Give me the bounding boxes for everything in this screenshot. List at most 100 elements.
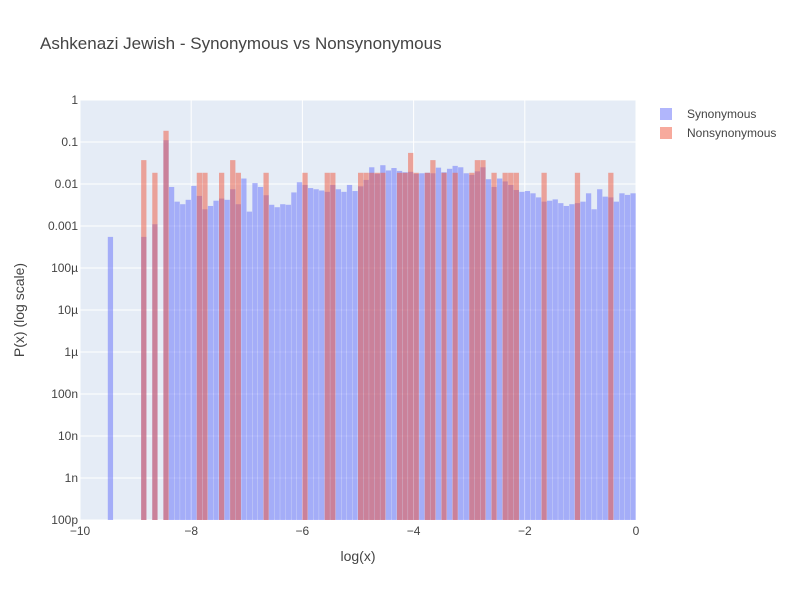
bar xyxy=(413,172,419,520)
y-tick-label: 10µ xyxy=(58,303,78,317)
legend-label: Nonsynonymous xyxy=(687,126,776,140)
bar xyxy=(180,204,186,520)
y-tick-label: 10n xyxy=(58,429,78,443)
bar xyxy=(580,201,586,520)
bar xyxy=(269,204,275,521)
bar xyxy=(502,172,508,520)
bar xyxy=(246,211,253,521)
x-tick-label: −4 xyxy=(407,524,421,538)
x-axis-label: log(x) xyxy=(340,548,376,564)
bar xyxy=(619,193,625,521)
bar xyxy=(424,172,430,520)
series-nonsynonymous xyxy=(141,130,614,520)
bar xyxy=(558,203,564,520)
legend-item-synonymous[interactable]: Synonymous xyxy=(660,107,756,121)
bar xyxy=(241,178,247,520)
bar xyxy=(624,194,631,520)
bar xyxy=(324,172,330,520)
bar xyxy=(547,200,553,520)
x-tick-label: −8 xyxy=(184,524,198,538)
y-tick-label: 0.1 xyxy=(61,135,78,149)
bar xyxy=(585,193,592,521)
bar xyxy=(452,172,458,520)
y-tick-label: 100µ xyxy=(51,261,78,275)
bar xyxy=(391,168,397,520)
bar xyxy=(402,172,408,520)
x-tick-label: −2 xyxy=(518,524,532,538)
bar xyxy=(307,188,314,520)
bar xyxy=(274,207,280,520)
bar xyxy=(358,172,364,520)
bar xyxy=(408,152,414,520)
bar xyxy=(335,189,342,520)
bar xyxy=(385,170,392,520)
bars-layer xyxy=(107,130,636,521)
y-tick-label: 100n xyxy=(51,387,78,401)
bar xyxy=(541,172,547,520)
bar xyxy=(508,172,514,520)
y-tick-label: 1n xyxy=(65,471,78,485)
legend-swatch xyxy=(660,108,672,120)
bar xyxy=(213,200,219,520)
bar xyxy=(430,160,436,520)
bar xyxy=(163,130,169,520)
bar xyxy=(380,172,386,520)
bar xyxy=(474,160,481,520)
bar xyxy=(535,197,542,520)
bar xyxy=(174,201,180,520)
bar xyxy=(141,160,147,520)
bar xyxy=(524,191,531,521)
bar xyxy=(574,172,581,520)
bar xyxy=(597,189,603,520)
chart-title: Ashkenazi Jewish - Synonymous vs Nonsyno… xyxy=(40,34,442,53)
bar xyxy=(185,199,191,520)
bar xyxy=(191,185,197,520)
bar xyxy=(485,179,492,520)
bar xyxy=(319,190,325,520)
bar xyxy=(257,186,264,520)
bar xyxy=(369,172,375,520)
legend-label: Synonymous xyxy=(687,107,756,121)
y-tick-label: 0.001 xyxy=(48,219,78,233)
y-tick-label: 100p xyxy=(51,513,78,527)
bar xyxy=(202,172,208,520)
bar xyxy=(396,172,403,520)
bar xyxy=(107,236,114,520)
y-axis-ticks: 100p 1n 10n 100n 1µ 10µ 100µ 0.001 0.01 0.1 1 xyxy=(48,93,78,527)
bar xyxy=(280,204,286,520)
bar xyxy=(446,168,453,520)
bar xyxy=(513,172,519,520)
bar xyxy=(530,193,536,521)
bar xyxy=(458,167,464,521)
bar xyxy=(296,182,303,520)
bar xyxy=(469,172,475,520)
bar xyxy=(313,189,319,520)
bar xyxy=(563,205,569,520)
bar xyxy=(630,193,636,521)
bar xyxy=(302,172,308,520)
bar xyxy=(219,172,225,520)
x-tick-label: −6 xyxy=(296,524,310,538)
bar xyxy=(491,172,497,520)
y-tick-label: 1µ xyxy=(64,345,78,359)
x-axis-ticks: −10 −8 −6 −4 −2 0 xyxy=(70,524,640,538)
y-tick-label: 0.01 xyxy=(55,177,79,191)
bar xyxy=(207,205,214,520)
bar xyxy=(330,172,336,520)
bar xyxy=(196,172,203,520)
bar xyxy=(419,173,425,520)
bar xyxy=(608,172,614,520)
bar xyxy=(591,209,597,521)
x-tick-label: 0 xyxy=(633,524,640,538)
bar xyxy=(152,172,158,520)
legend-item-nonsynonymous[interactable]: Nonsynonymous xyxy=(660,126,776,140)
bar xyxy=(441,172,447,520)
y-tick-label: 1 xyxy=(71,93,78,107)
bar xyxy=(463,173,469,520)
legend[interactable]: Synonymous Nonsynonymous xyxy=(660,107,776,140)
bar xyxy=(263,172,269,520)
bar xyxy=(552,199,558,520)
bar xyxy=(569,204,575,520)
bar xyxy=(602,196,608,521)
